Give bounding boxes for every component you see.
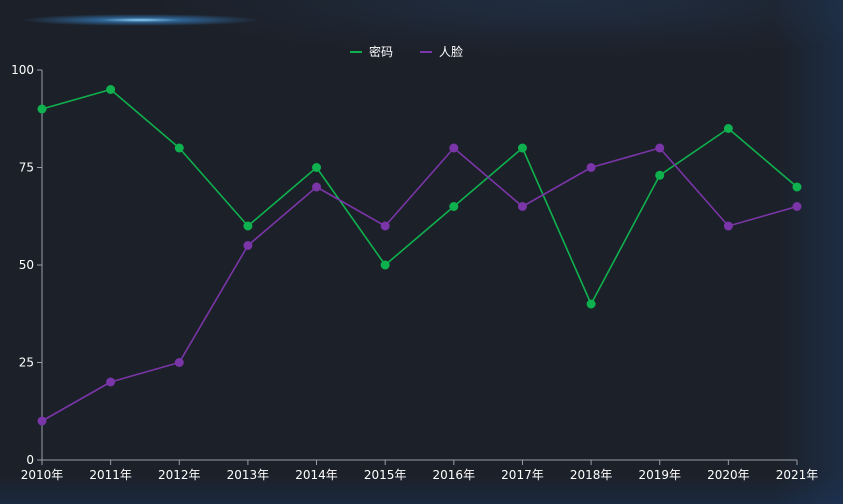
data-point[interactable] <box>655 143 665 153</box>
legend-item[interactable]: 人脸 <box>420 45 463 59</box>
y-tick-label: 100 <box>11 63 34 77</box>
data-point[interactable] <box>380 260 390 270</box>
y-tick-label: 25 <box>19 356 34 370</box>
y-axis: 0 25 50 75 100 <box>11 63 43 467</box>
data-point[interactable] <box>243 221 253 231</box>
x-tick-label: 2012年 <box>158 468 201 482</box>
data-point[interactable] <box>723 221 733 231</box>
x-tick-label: 2015年 <box>364 468 407 482</box>
y-tick-label: 0 <box>26 453 34 467</box>
data-point[interactable] <box>174 143 184 153</box>
x-tick-label: 2017年 <box>501 468 544 482</box>
data-point[interactable] <box>449 143 459 153</box>
legend-label: 密码 <box>369 44 393 59</box>
x-tick-label: 2010年 <box>21 468 64 482</box>
legend-item[interactable]: 密码 <box>350 44 393 59</box>
data-point[interactable] <box>655 170 665 180</box>
data-point[interactable] <box>517 202 527 211</box>
series-1 <box>37 85 802 309</box>
data-point[interactable] <box>174 358 184 367</box>
data-point[interactable] <box>517 143 527 153</box>
data-point[interactable] <box>106 377 116 387</box>
series-line <box>41 147 798 422</box>
series-line <box>41 88 798 305</box>
series-layer <box>37 85 802 426</box>
x-tick-label: 2020年 <box>707 468 750 482</box>
x-tick-label: 2021年 <box>776 468 819 482</box>
data-point[interactable] <box>312 182 322 192</box>
x-axis: 2010年 2011年 2012年 2013年 2014年 2015年 2016年 2017年… <box>21 459 819 482</box>
data-point[interactable] <box>449 202 459 211</box>
y-tick-label: 75 <box>19 161 34 175</box>
data-point[interactable] <box>106 85 116 94</box>
legend-label: 人脸 <box>439 45 463 59</box>
series-2 <box>37 143 802 426</box>
data-point[interactable] <box>792 202 802 211</box>
data-point[interactable] <box>243 241 253 250</box>
data-point[interactable] <box>792 182 802 192</box>
x-tick-label: 2016年 <box>433 468 476 482</box>
data-point[interactable] <box>586 299 596 309</box>
x-tick-label: 2019年 <box>638 468 681 482</box>
data-point[interactable] <box>37 416 47 426</box>
x-tick-label: 2013年 <box>227 468 270 482</box>
legend: 密码 人脸 <box>350 44 463 59</box>
x-tick-label: 2014年 <box>295 468 338 482</box>
data-point[interactable] <box>723 124 733 133</box>
data-point[interactable] <box>37 104 47 114</box>
x-tick-label: 2018年 <box>570 468 613 482</box>
data-point[interactable] <box>586 163 596 172</box>
y-tick-label: 50 <box>19 258 34 272</box>
data-point[interactable] <box>312 163 322 172</box>
x-tick-label: 2011年 <box>89 468 132 482</box>
data-point[interactable] <box>380 221 390 231</box>
